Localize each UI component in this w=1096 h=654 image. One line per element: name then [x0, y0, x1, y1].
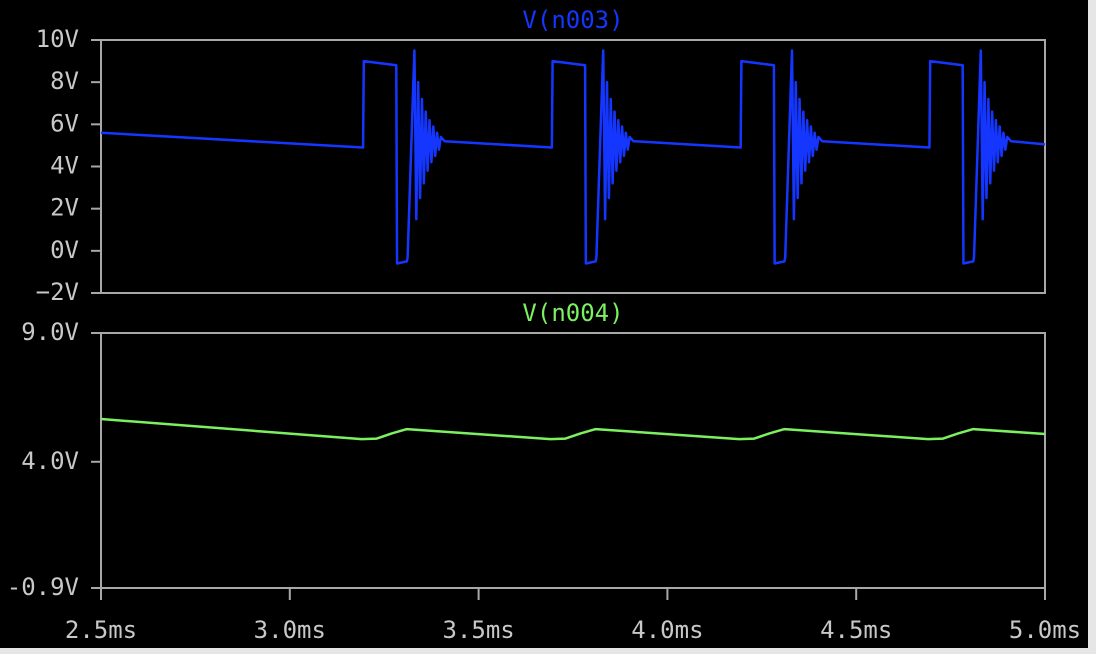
y-tick-label: 10V — [36, 25, 79, 53]
y-tick-label: 4V — [50, 152, 79, 180]
plot-frame — [100, 332, 1046, 589]
y-tick-label: 8V — [50, 67, 79, 95]
x-tick-label: 3.0ms — [254, 616, 326, 644]
series-name: V(n003) — [522, 6, 623, 34]
y-tick-label: 9.0V — [21, 318, 79, 346]
y-tick-label: 4.0V — [21, 447, 79, 475]
series-line — [100, 49, 1046, 265]
x-tick-label: 4.0ms — [631, 616, 703, 644]
y-tick-label: −2V — [36, 278, 79, 306]
y-tick-label: 2V — [50, 194, 79, 222]
x-tick-label: 2.5ms — [65, 616, 137, 644]
series-line — [100, 417, 1046, 441]
y-tick-label: -0.9V — [7, 573, 79, 601]
window-edge — [1088, 0, 1096, 654]
series-name: V(n004) — [522, 299, 623, 327]
y-tick-label: 0V — [50, 236, 79, 264]
x-tick-label: 3.5ms — [442, 616, 514, 644]
window-edge-bottom — [0, 648, 1096, 654]
x-tick-label: 4.5ms — [820, 616, 892, 644]
y-tick-label: 6V — [50, 109, 79, 137]
x-tick-label: 5.0ms — [1009, 616, 1081, 644]
